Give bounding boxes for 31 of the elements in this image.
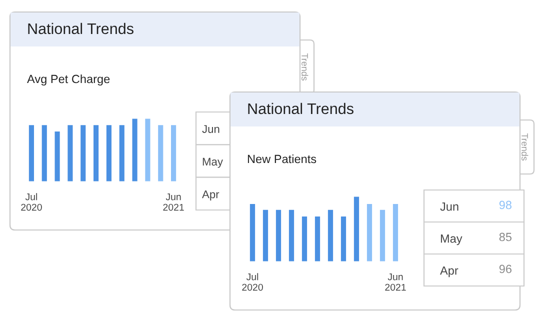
text: Apr [440,266,458,278]
chart-subtitle: New Patients [248,154,316,164]
text: 85 [499,232,512,242]
bar [392,202,400,262]
bar [326,208,334,262]
x-tick-label: Jul 2020 [21,193,42,211]
text: Jun [440,202,458,211]
text: Trends [522,133,528,161]
chart-subtitle: Avg Pet Charge [27,74,110,86]
chart-title: National Trends [248,102,354,114]
text: May [202,158,223,168]
bar [248,202,256,262]
bar [378,208,386,262]
bar [352,196,360,262]
bar [300,215,308,262]
text: Trends [302,53,308,81]
bar [314,215,322,262]
text: May [440,234,462,246]
bar [340,215,348,262]
bar [262,208,270,262]
bar [274,208,282,262]
text: Jun [202,125,220,133]
bar [288,208,296,262]
x-tick-label: Jun 2021 [163,193,184,211]
x-tick-label: Jul 2020 [242,273,263,291]
chart-title: National Trends [28,22,134,34]
bar [366,202,374,262]
text: 98 [499,200,512,210]
text: Apr [202,190,220,200]
x-tick-label: Jun 2021 [385,273,406,291]
text: 96 [499,264,512,274]
